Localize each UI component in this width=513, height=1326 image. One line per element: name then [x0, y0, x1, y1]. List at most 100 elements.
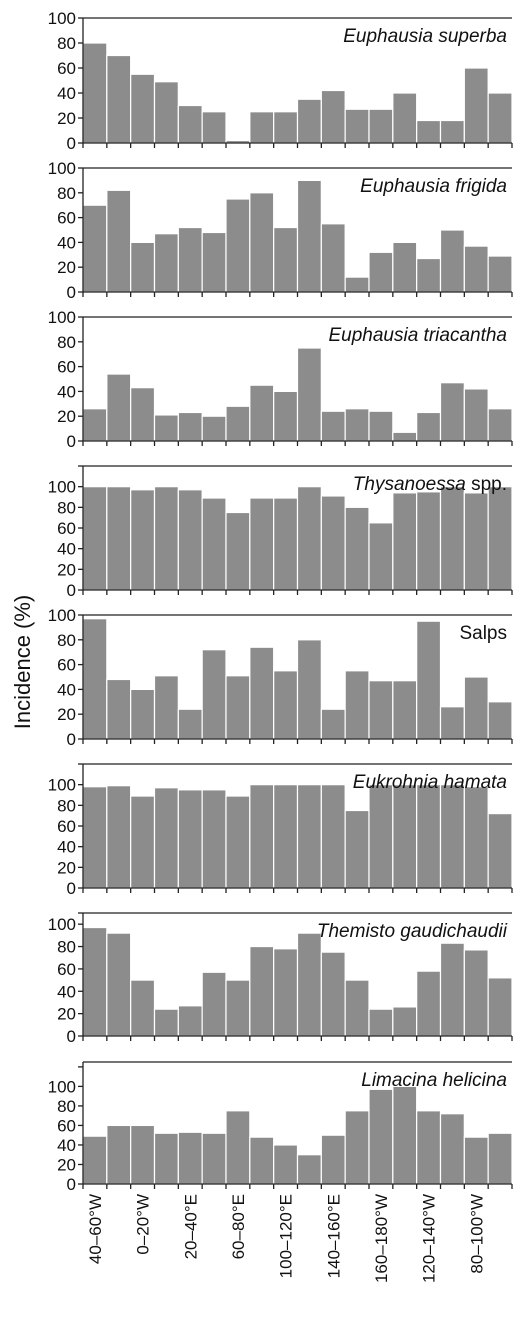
bar [463, 388, 489, 442]
bar [392, 680, 418, 740]
bar [153, 1008, 179, 1037]
bar [201, 415, 227, 442]
bar [177, 1005, 203, 1037]
y-tick-label: 40 [57, 233, 76, 252]
bar [82, 1135, 108, 1185]
y-tick-label: 20 [57, 407, 76, 426]
bar [416, 620, 442, 740]
bar [320, 708, 346, 740]
bar [392, 1006, 418, 1037]
y-tick-label: 60 [57, 358, 76, 377]
bar [439, 486, 465, 591]
panel-5: 0 20 40 60 80 100 Salps [48, 606, 513, 749]
bar [296, 639, 322, 740]
panel-title: Euphausia frigida [360, 176, 507, 197]
bar [106, 189, 132, 293]
y-tick-label: 60 [57, 960, 76, 979]
bar [225, 405, 251, 442]
bar [177, 789, 203, 889]
bar [225, 511, 251, 591]
bar [439, 119, 465, 144]
bar [249, 784, 275, 889]
bar [273, 111, 299, 144]
bar [153, 414, 179, 442]
panel-title: Eukrohnia hamata [353, 772, 507, 793]
bar [273, 390, 299, 442]
y-tick-label: 60 [57, 209, 76, 228]
y-tick-label: 60 [57, 817, 76, 836]
panel-3: 0 20 40 60 80 100 Euphausia triacantha [48, 308, 513, 451]
bar [487, 1132, 513, 1185]
bar [130, 489, 156, 591]
bar [416, 257, 442, 293]
bar [249, 497, 275, 591]
bar [344, 276, 370, 293]
bar [368, 1008, 394, 1037]
bar [344, 408, 370, 442]
bar [225, 1110, 251, 1185]
bar [320, 784, 346, 889]
y-tick-label: 60 [57, 1116, 76, 1135]
x-tick-label: 100–120°E [277, 1194, 296, 1278]
bar [296, 1154, 322, 1185]
y-tick-label: 0 [67, 581, 76, 600]
x-tick-label: 140–160°E [324, 1194, 343, 1278]
bar [249, 945, 275, 1037]
bar [320, 951, 346, 1037]
x-tick-label: 60–80°E [229, 1194, 248, 1259]
bar [463, 676, 489, 740]
bar [201, 497, 227, 591]
x-tick-label: 160–180°W [372, 1194, 391, 1283]
bar [249, 384, 275, 442]
x-tick-label: 0–20°W [134, 1194, 153, 1255]
bar [130, 688, 156, 740]
bar [82, 42, 108, 144]
y-tick-label: 80 [57, 333, 76, 352]
y-tick-label: 60 [57, 59, 76, 78]
bar [296, 347, 322, 442]
bar [344, 670, 370, 740]
bar [487, 701, 513, 740]
panel-1: 0 20 40 60 80 100 Euphausia superba [48, 9, 513, 153]
bar [249, 192, 275, 293]
bar [153, 787, 179, 889]
bar [320, 1134, 346, 1185]
bar [106, 54, 132, 144]
y-tick-label: 80 [57, 498, 76, 517]
bar [153, 81, 179, 144]
bar [201, 231, 227, 293]
bar [416, 491, 442, 591]
bar [344, 809, 370, 889]
bar [296, 179, 322, 293]
bar [82, 408, 108, 442]
y-tick-label: 0 [67, 134, 76, 153]
bar [106, 486, 132, 591]
panel-title: Limacina helicina [361, 1070, 507, 1091]
panel-title: Euphausia triacantha [328, 325, 507, 346]
bar [320, 410, 346, 442]
y-tick-label: 0 [67, 1027, 76, 1046]
bar [273, 226, 299, 293]
bar [273, 497, 299, 591]
bar [320, 89, 346, 144]
bar [392, 784, 418, 889]
bar [225, 795, 251, 889]
bar [439, 1113, 465, 1185]
bar [249, 646, 275, 740]
bar [201, 971, 227, 1037]
bar [487, 812, 513, 889]
y-tick-label: 20 [57, 858, 76, 877]
y-tick-label: 100 [48, 308, 76, 327]
bar [153, 675, 179, 740]
bar [130, 795, 156, 889]
bar [487, 486, 513, 591]
bar [106, 932, 132, 1037]
bar [106, 678, 132, 740]
y-tick-label: 80 [57, 1097, 76, 1116]
bar [153, 1132, 179, 1185]
bar [344, 108, 370, 144]
bar [249, 1136, 275, 1185]
bar [463, 1136, 489, 1185]
